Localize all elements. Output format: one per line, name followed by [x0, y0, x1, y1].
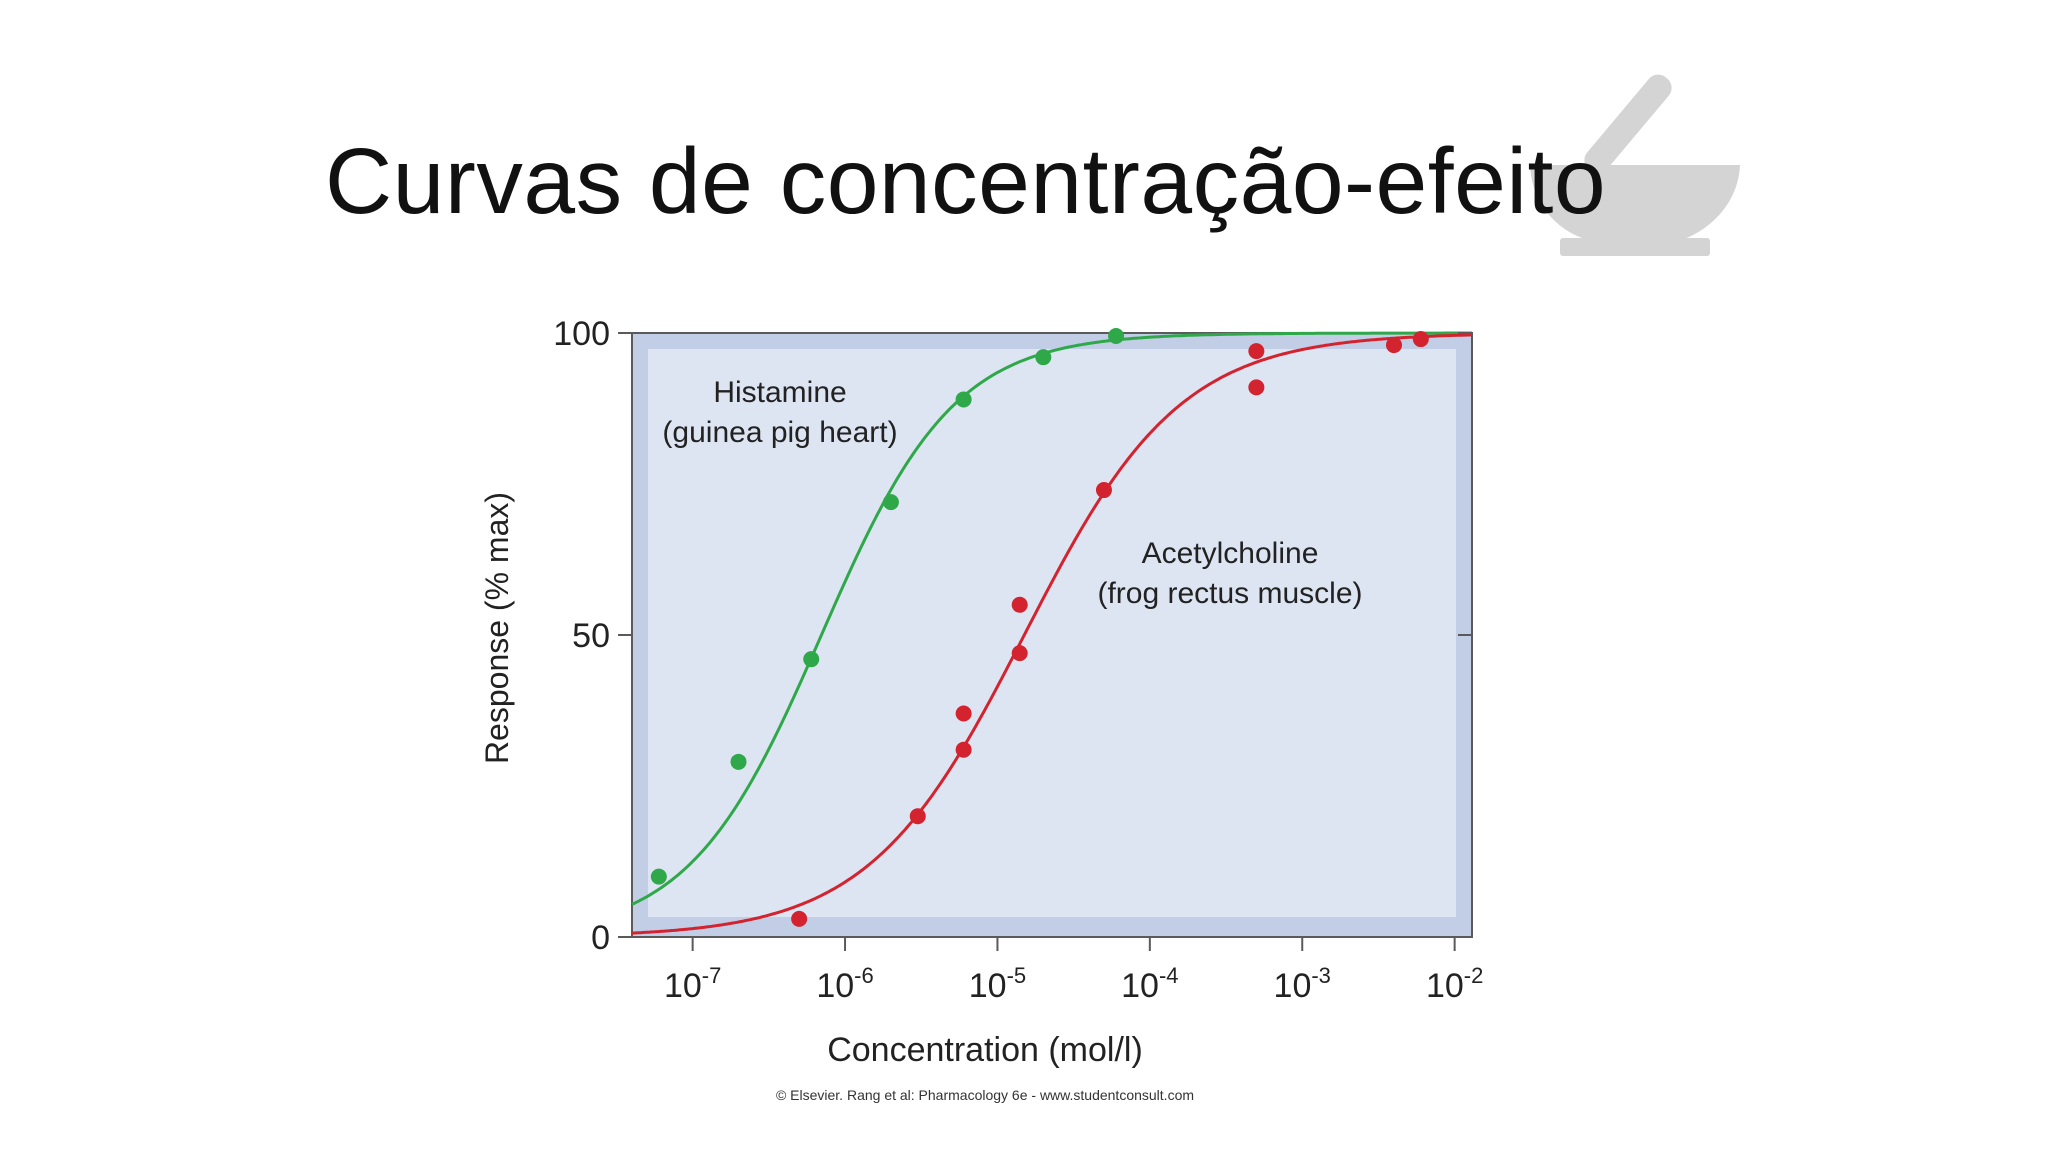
series-label-acetylcholine-line1: Acetylcholine	[1142, 537, 1319, 570]
fit-curve-series-1	[631, 333, 1473, 935]
plot-area	[648, 349, 1456, 917]
x-tick-label-3: 10-4	[1121, 963, 1178, 1005]
data-point-series-0-6	[1108, 328, 1125, 345]
data-point-series-1-1	[909, 808, 926, 825]
slide-title: Curvas de concentração-efeito	[325, 129, 1607, 233]
y-tick-label-0: 0	[591, 919, 610, 957]
data-point-series-1-6	[1095, 482, 1112, 499]
data-point-series-1-9	[1385, 337, 1402, 354]
y-axis-label: Response (% max)	[479, 492, 515, 764]
x-tick-label-1: 10-6	[816, 963, 873, 1005]
data-point-series-1-2	[955, 741, 972, 758]
series-label-histamine-line1: Histamine	[713, 376, 846, 409]
data-point-series-1-0	[791, 910, 808, 927]
figure-credit: © Elsevier. Rang et al: Pharmacology 6e …	[776, 1087, 1194, 1103]
data-point-series-0-2	[803, 651, 820, 668]
x-axis-label: Concentration (mol/l)	[827, 1031, 1143, 1069]
data-point-series-1-8	[1248, 343, 1265, 360]
series-label-histamine-line2: (guinea pig heart)	[662, 416, 897, 449]
series-label-acetylcholine-line2: (frog rectus muscle)	[1097, 577, 1362, 610]
mortar-and-pestle-icon	[1530, 74, 1740, 256]
x-tick-label-0: 10-7	[664, 963, 721, 1005]
data-point-series-1-4	[1011, 645, 1028, 662]
data-point-series-1-7	[1248, 379, 1265, 396]
x-tick-label-5: 10-2	[1426, 963, 1483, 1005]
data-point-series-1-3	[955, 705, 972, 722]
y-tick-label-2: 100	[553, 315, 610, 353]
data-point-series-0-3	[882, 494, 899, 511]
fit-curve-series-0	[631, 331, 1472, 906]
y-tick-label-1: 50	[572, 617, 610, 655]
data-point-series-0-5	[1035, 349, 1052, 366]
data-point-series-1-10	[1412, 331, 1429, 348]
data-point-series-0-1	[730, 753, 747, 770]
x-tick-label-2: 10-5	[969, 963, 1026, 1005]
x-tick-label-4: 10-3	[1274, 963, 1331, 1005]
data-point-series-1-5	[1011, 596, 1028, 613]
data-point-series-0-4	[955, 391, 972, 408]
data-point-series-0-0	[650, 868, 667, 885]
